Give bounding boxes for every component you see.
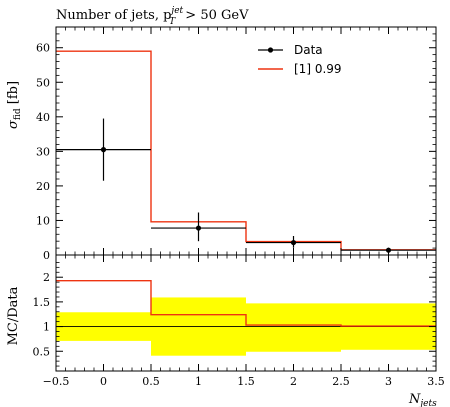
ratio-plot-area: 0.5 1 1.5 2 −0.5 0 0.5 1 1.5 2 2.5 3 3.5 (33, 254, 445, 388)
main-frame (55, 26, 437, 256)
ratio-y-tick-label: 0.5 (33, 345, 51, 358)
legend-data-label: Data (294, 43, 323, 57)
mc-histogram (56, 50, 436, 251)
data-point (100, 147, 107, 153)
x-tick-label: 2 (290, 375, 297, 388)
x-tick-label: −0.5 (43, 375, 70, 388)
legend-data-marker (267, 47, 274, 53)
legend: Data [1] 0.99 (258, 43, 342, 76)
x-tick-label: 3.5 (427, 375, 445, 388)
legend-mc-label: [1] 0.99 (294, 62, 342, 76)
ratio-y-tick-label: 1.5 (33, 296, 51, 309)
x-tick-label: 1 (195, 375, 202, 388)
main-y-tick-label: 40 (36, 111, 50, 124)
ratio-y-tick-label: 1 (43, 321, 50, 334)
uncertainty-band (246, 303, 341, 352)
main-y-axis-label: σfid [fb] (6, 81, 23, 129)
x-tick-label: 3 (385, 375, 392, 388)
data-point (195, 225, 202, 231)
chart-title: Number of jets, pjet T > 50 GeV (56, 6, 249, 27)
x-tick-label: 0.5 (142, 375, 160, 388)
main-y-tick-label: 0 (43, 249, 50, 262)
main-y-tick-label: 60 (36, 42, 50, 55)
ratio-line (56, 279, 436, 327)
main-y-tick-label: 20 (36, 180, 50, 193)
ratio-y-tick-label: 2 (43, 271, 50, 284)
ratio-y-axis-label: MC/Data (6, 286, 21, 345)
main-plot-area: 0 10 20 30 40 50 60 (36, 26, 437, 262)
data-point (290, 239, 297, 246)
x-tick-label: 2.5 (332, 375, 350, 388)
main-y-tick-label: 10 (36, 214, 50, 227)
x-tick-label: 1.5 (237, 375, 255, 388)
x-tick-label: 0 (100, 375, 107, 388)
x-axis-label: Njets (408, 392, 437, 407)
main-y-tick-label: 50 (36, 76, 50, 89)
main-y-tick-label: 30 (36, 145, 50, 158)
